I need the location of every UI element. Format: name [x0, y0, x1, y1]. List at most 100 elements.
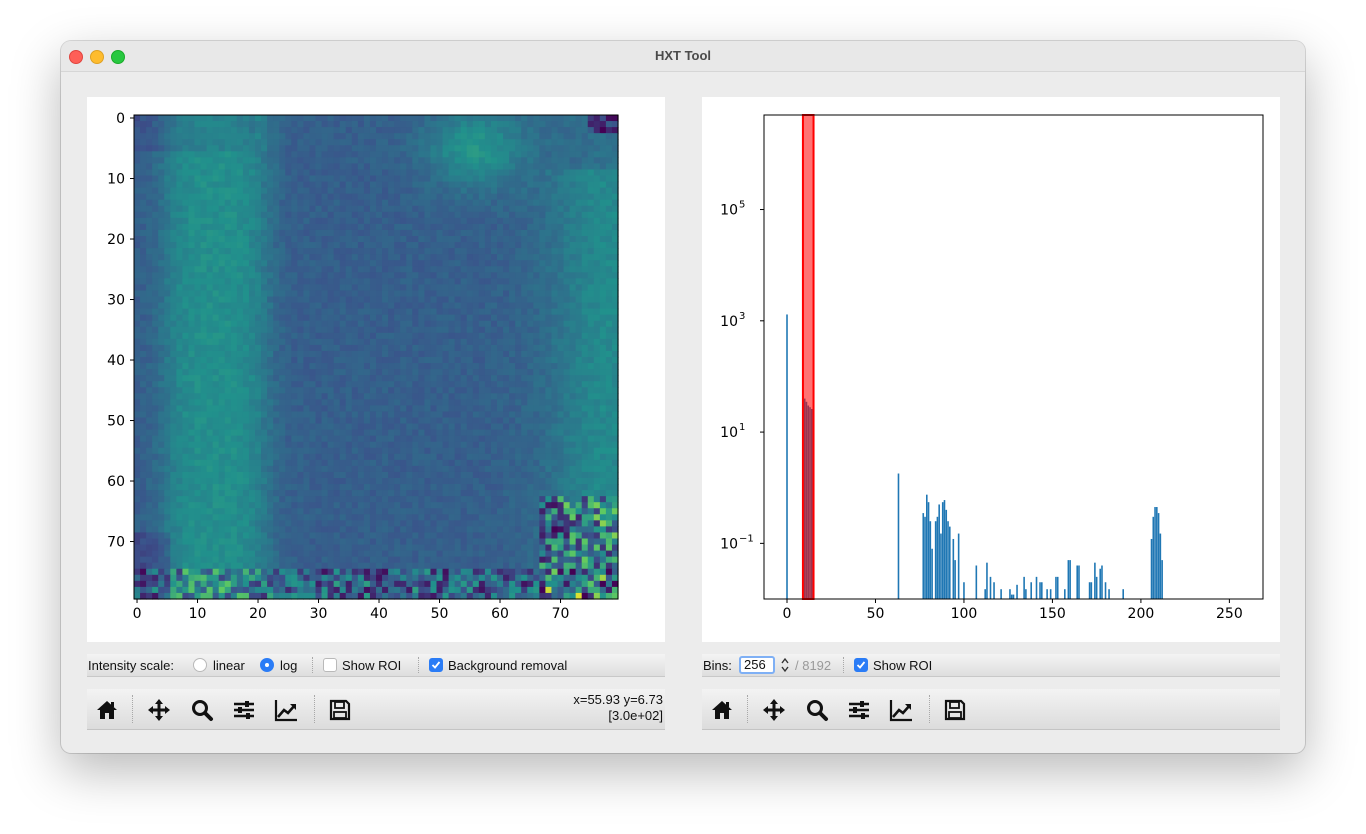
heatmap-cell [200, 127, 208, 134]
heatmap-cell [261, 369, 268, 376]
heatmap-cell [291, 290, 298, 298]
heatmap-cell [224, 151, 232, 158]
heatmap-cell [515, 314, 522, 322]
heatmap-cell [188, 175, 196, 183]
heatmap-cell [248, 254, 256, 261]
heatmap-cell [527, 363, 534, 370]
heatmap-cell [557, 429, 565, 437]
heatmap-cell [406, 236, 413, 243]
heatmap-cell [563, 429, 571, 437]
heatmap-cell [472, 332, 480, 340]
heatmap-cell [581, 399, 589, 406]
heatmap-cell [539, 399, 546, 406]
heatmap-cell [575, 163, 583, 171]
minimize-button[interactable] [90, 50, 104, 64]
heatmap-cell [158, 484, 165, 491]
heatmap-cell [448, 229, 456, 237]
heatmap-cell [339, 484, 347, 491]
heatmap-cell [158, 393, 165, 400]
heatmap-cell [369, 411, 377, 419]
heatmap-cell [563, 205, 571, 213]
heatmap-cell [527, 272, 534, 279]
heatmap-cell [224, 223, 232, 231]
heatmap-cell [472, 484, 480, 491]
close-button[interactable] [69, 50, 83, 64]
heatmap-cell [267, 266, 274, 273]
heatmap-cell [478, 193, 486, 201]
heatmap-cell [224, 314, 232, 322]
heatmap-cell [363, 387, 371, 394]
heatmap-cell [255, 453, 262, 461]
image-plot-panel[interactable]: 0 10 20 30 40 50 60 70 0 10 20 30 40 50 60 70 [87, 97, 665, 642]
heatmap-cell [599, 248, 607, 255]
heatmap-cell [442, 344, 450, 352]
heatmap-cell [339, 248, 347, 255]
heatmap-cell [448, 441, 456, 449]
heatmap-cell [279, 320, 286, 328]
heatmap-cell [490, 296, 498, 304]
heatmap-cell [182, 478, 190, 485]
heatmap-cell [569, 441, 577, 449]
heatmap-cell [424, 266, 432, 273]
heatmap-cell [557, 441, 565, 449]
heatmap-cell [412, 344, 419, 352]
heatmap-cell [134, 332, 141, 340]
heatmap-cell [581, 139, 589, 146]
heatmap-cell [557, 121, 565, 128]
heatmap-cell [255, 278, 262, 285]
heatmap-cell [357, 387, 365, 394]
heatmap-cell [194, 423, 202, 431]
heatmap-cell [200, 338, 208, 346]
heatmap-cell [418, 429, 425, 437]
heatmap-cell [194, 320, 202, 328]
heatmap-cell [285, 139, 292, 146]
heatmap-cell [218, 459, 226, 467]
heatmap-cell [140, 308, 147, 316]
heatmap-cell [430, 435, 438, 443]
heatmap-cell [376, 405, 383, 413]
heatmap-cell [134, 363, 141, 370]
heatmap-cell [351, 363, 359, 370]
heatmap-cell [303, 199, 311, 207]
heatmap-cell [188, 369, 196, 376]
heatmap-cell [466, 326, 474, 334]
heatmap-cell [412, 453, 419, 461]
heatmap-cell [134, 193, 141, 201]
heatmap-cell [563, 151, 571, 158]
heatmap-cell [182, 423, 190, 431]
heatmap-cell [339, 139, 347, 146]
heatmap-cell [497, 169, 504, 177]
heatmap-cell [436, 381, 444, 388]
heatmap-cell [339, 357, 347, 364]
heatmap-cell [182, 484, 190, 491]
heatmap-cell [484, 248, 492, 255]
heatmap-cell [605, 405, 613, 413]
heatmap-cell [533, 199, 540, 207]
heatmap-cell [442, 393, 450, 400]
heatmap-cell [363, 175, 371, 183]
heatmap-cell [424, 278, 432, 285]
heatmap-cell [134, 284, 141, 292]
heatmap-cell [206, 278, 214, 285]
heatmap-cell [267, 157, 274, 164]
heatmap-cell [212, 121, 220, 128]
heatmap-cell [230, 127, 238, 134]
heatmap-cell [466, 465, 474, 473]
heatmap-cell [382, 381, 389, 388]
heatmap-cell [509, 121, 516, 128]
heatmap[interactable] [134, 115, 619, 600]
heatmap-cell [339, 127, 347, 134]
heatmap-cell [333, 139, 341, 146]
heatmap-cell [146, 229, 153, 237]
heatmap-cell [158, 260, 165, 267]
heatmap-cell [490, 332, 498, 340]
heatmap-cell [170, 429, 177, 437]
heatmap-cell [581, 229, 589, 237]
heatmap-cell [599, 369, 607, 376]
heatmap-cell [424, 375, 432, 382]
heatmap-cell [321, 387, 329, 394]
heatmap-cell [134, 411, 141, 419]
heatmap-cell [339, 296, 347, 304]
zoom-window-button[interactable] [111, 50, 125, 64]
